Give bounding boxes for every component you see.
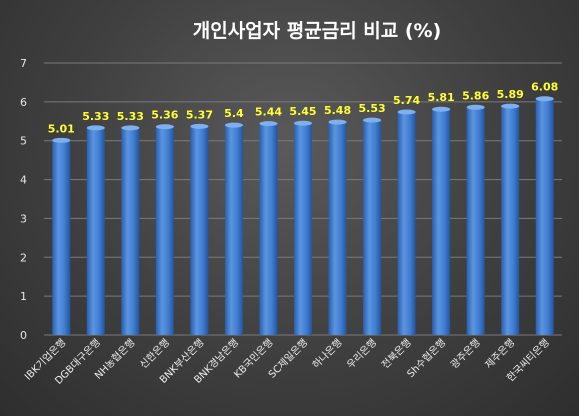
x-tick-label: 우리은행 xyxy=(345,337,380,372)
bar-cap xyxy=(432,106,451,112)
bar-cap xyxy=(86,125,105,131)
bar-cap xyxy=(535,96,554,102)
data-label: 5.01 xyxy=(48,122,75,135)
bar-group xyxy=(155,124,174,336)
bar xyxy=(363,120,382,336)
bar-group xyxy=(294,120,312,335)
data-label: 5.45 xyxy=(289,105,316,118)
data-label: 5.33 xyxy=(82,110,109,123)
bar-cap xyxy=(328,119,347,125)
bar-group xyxy=(121,125,140,336)
bar xyxy=(328,122,347,335)
bar-cap xyxy=(397,109,416,115)
bar-cap xyxy=(466,104,485,110)
y-tick-label: 3 xyxy=(20,212,27,225)
bar-cap xyxy=(259,121,278,127)
bar xyxy=(397,111,416,336)
data-label: 5.86 xyxy=(462,89,489,102)
data-label: 5.36 xyxy=(151,109,178,122)
x-tick-label: 하나은행 xyxy=(309,336,344,371)
x-tick-label: 광주은행 xyxy=(448,337,483,372)
data-label: 5.74 xyxy=(393,94,420,107)
data-label: 6.08 xyxy=(531,81,558,94)
data-label: 5.53 xyxy=(358,102,385,115)
bar xyxy=(190,126,209,335)
bar xyxy=(155,126,174,336)
bar-group xyxy=(224,122,243,336)
bar xyxy=(535,98,554,336)
bar xyxy=(466,107,485,335)
data-labels: 5.01 5.33 5.33 5.36 5.37 5.4 5.44 5.45 5.48 5.53 5… xyxy=(48,81,559,136)
bar-cap xyxy=(121,125,140,131)
data-label: 5.44 xyxy=(255,106,282,119)
bar-group xyxy=(501,103,520,335)
bars xyxy=(52,96,554,336)
bar-cap xyxy=(501,103,520,109)
data-label: 5.33 xyxy=(117,110,144,123)
bar-cap xyxy=(155,124,174,130)
bar xyxy=(86,127,105,336)
y-tick-label: 7 xyxy=(20,57,27,70)
bar-group xyxy=(52,137,71,335)
data-label: 5.48 xyxy=(324,104,351,117)
x-tick-label: 전북은행 xyxy=(379,337,414,372)
bar-cap xyxy=(363,117,382,123)
data-label: 5.37 xyxy=(186,108,213,121)
bar xyxy=(432,109,451,336)
y-tick-label: 2 xyxy=(20,251,27,264)
bar-group xyxy=(535,96,554,336)
bar xyxy=(501,106,520,335)
x-tick-label: 제주은행 xyxy=(483,337,518,372)
bar-group xyxy=(432,106,451,336)
bar-group xyxy=(86,125,105,336)
data-label: 5.89 xyxy=(497,88,524,101)
y-tick-label: 0 xyxy=(20,329,27,342)
bar xyxy=(224,125,243,336)
bar-group xyxy=(259,121,278,335)
bar xyxy=(259,123,278,335)
bar-cap xyxy=(52,137,71,143)
bar-cap xyxy=(224,122,243,128)
y-tick-label: 5 xyxy=(20,135,27,148)
y-tick-label: 1 xyxy=(20,290,27,303)
chart-title: 개인사업자 평균금리 비교 (%) xyxy=(193,20,442,42)
bar-group xyxy=(363,117,382,336)
bar-cap xyxy=(294,120,312,126)
y-tick-label: 6 xyxy=(20,96,27,109)
bar-group xyxy=(397,109,416,336)
bar-group xyxy=(190,123,209,335)
y-tick-label: 4 xyxy=(20,174,27,187)
bar-group xyxy=(328,119,347,335)
x-tick-label: 신한은행 xyxy=(137,337,172,372)
bar xyxy=(294,123,312,335)
bar xyxy=(121,127,140,336)
bar xyxy=(52,140,71,335)
bar-cap xyxy=(190,123,209,129)
data-label: 5.81 xyxy=(428,91,455,104)
data-label: 5.4 xyxy=(224,107,244,120)
bar-group xyxy=(466,104,485,335)
y-axis-ticks: 0 1 2 3 4 5 6 7 xyxy=(20,57,27,342)
